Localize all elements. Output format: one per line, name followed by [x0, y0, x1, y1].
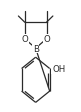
- Text: OH: OH: [52, 64, 65, 73]
- Text: O: O: [21, 35, 28, 44]
- Text: O: O: [43, 35, 50, 44]
- Text: B: B: [33, 44, 39, 53]
